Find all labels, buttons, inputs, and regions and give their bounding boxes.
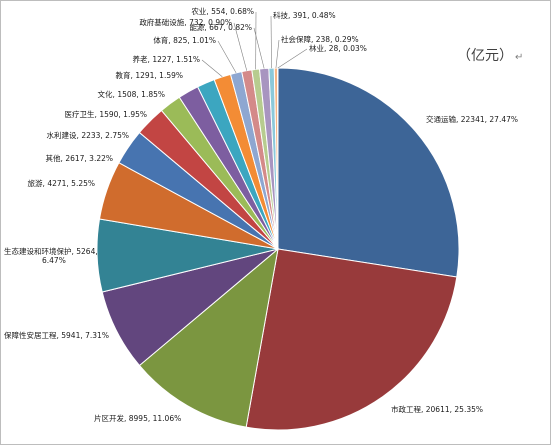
slice-label-15: 农业, 554, 0.68% bbox=[191, 6, 254, 16]
slice-label-3: 片区开发, 8995, 11.06% bbox=[94, 413, 181, 423]
slice-label-8: 水利建设, 2233, 2.75% bbox=[47, 130, 129, 140]
slice-label-12: 养老, 1227, 1.51% bbox=[133, 54, 200, 64]
slice-label-6: 旅游, 4271, 5.25% bbox=[28, 178, 95, 188]
return-mark: ↵ bbox=[515, 52, 523, 63]
slice-label-5: 生态建设和环境保护, 5264,6.47% bbox=[4, 246, 98, 265]
slice-label-10: 文化, 1508, 1.85% bbox=[98, 89, 165, 99]
slice-label-19: 林业, 28, 0.03% bbox=[309, 43, 367, 53]
leader-line-12 bbox=[202, 60, 222, 77]
pie-slice-2 bbox=[246, 249, 457, 430]
slice-label-2: 市政工程, 20611, 25.35% bbox=[391, 404, 483, 414]
slice-label-1: 交通运输, 22341, 27.47% bbox=[426, 114, 518, 124]
slice-label-11: 教育, 1291, 1.59% bbox=[116, 70, 183, 80]
slice-label-16: 能源, 667, 0.82% bbox=[189, 22, 252, 32]
unit-label: （亿元）↵ bbox=[457, 45, 523, 65]
slice-label-13: 体育, 825, 1.01% bbox=[153, 35, 216, 45]
slice-label-4: 保障性安居工程, 5941, 7.31% bbox=[4, 330, 109, 340]
leader-line-19 bbox=[278, 49, 307, 68]
leader-line-17 bbox=[271, 16, 272, 68]
leader-line-18 bbox=[276, 40, 279, 68]
slice-label-18: 社会保障, 238, 0.29% bbox=[281, 34, 359, 44]
slice-label-9: 医疗卫生, 1590, 1.95% bbox=[65, 109, 147, 119]
leader-line-13 bbox=[218, 41, 236, 73]
slice-label-17: 科技, 391, 0.48% bbox=[273, 10, 336, 20]
slice-label-7: 其他, 2617, 3.22% bbox=[46, 153, 113, 163]
pie-slice-1 bbox=[278, 68, 459, 277]
